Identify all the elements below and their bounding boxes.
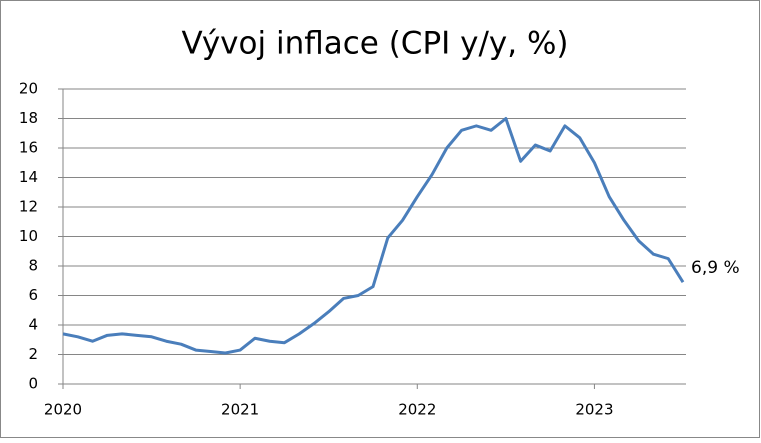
x-tick-label: 2021 [221,401,259,419]
y-tick-label: 2 [28,345,38,363]
y-tick-label: 6 [28,286,38,304]
y-tick-label: 0 [28,375,38,393]
y-tick-label: 4 [28,316,38,334]
y-tick-label: 20 [19,80,38,98]
chart-title: Vývoj inflace (CPI y/y, %) [181,26,568,62]
y-tick-label: 14 [19,168,38,186]
x-tick-label: 2020 [44,401,82,419]
data-label: 6,9 % [691,258,740,278]
y-tick-label: 12 [19,198,38,216]
y-tick-label: 18 [19,109,38,127]
line [62,117,685,355]
y-tick-label: 10 [19,227,38,245]
x-tick-label: 2023 [575,401,613,419]
y-tick-label: 16 [19,139,38,157]
y-tick-label: 8 [28,257,38,275]
x-tick-label: 2022 [398,401,436,419]
